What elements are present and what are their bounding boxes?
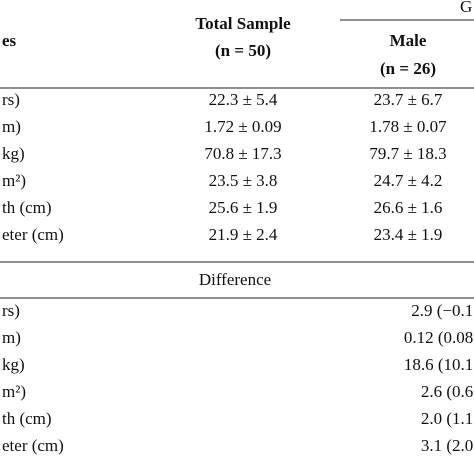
difference-cell: 2.0 (1.1; [421, 409, 474, 428]
difference-cell: 0.12 (0.08; [404, 328, 474, 347]
row-label: eter (cm) [2, 436, 64, 455]
male-cell: 24.7 ± 4.2 [374, 171, 443, 190]
difference-cell: 3.1 (2.0; [421, 436, 474, 455]
row-label: th (cm) [2, 198, 52, 217]
group-header: G [460, 0, 472, 16]
row-label: m) [2, 117, 21, 136]
difference-cell: 18.6 (10.1; [404, 355, 474, 374]
total-cell: 70.8 ± 17.3 [204, 144, 281, 163]
male-cell: 23.7 ± 6.7 [374, 90, 443, 109]
row-label: th (cm) [2, 409, 52, 428]
row-label: eter (cm) [2, 225, 64, 244]
row-label: kg) [2, 355, 25, 374]
total-cell: 23.5 ± 3.8 [209, 171, 278, 190]
male-cell: 79.7 ± 18.3 [369, 144, 446, 163]
row-label: kg) [2, 144, 25, 163]
total-cell: 22.3 ± 5.4 [209, 90, 278, 109]
difference-cell: 2.9 (−0.1; [411, 301, 474, 320]
total-n: (n = 50) [215, 41, 271, 60]
row-label: m) [2, 328, 21, 347]
difference-title: Difference [199, 270, 271, 289]
row-label: m²) [2, 171, 26, 190]
total-cell: 21.9 ± 2.4 [209, 225, 278, 244]
variable-header: es [2, 31, 17, 50]
difference-cell: 2.6 (0.6; [421, 382, 474, 401]
row-label: rs) [2, 301, 20, 320]
row-label: rs) [2, 90, 20, 109]
total-cell: 1.72 ± 0.09 [204, 117, 281, 136]
male-cell: 26.6 ± 1.6 [374, 198, 443, 217]
row-label: m²) [2, 382, 26, 401]
total-cell: 25.6 ± 1.9 [209, 198, 278, 217]
male-n: (n = 26) [380, 59, 436, 78]
male-header: Male [390, 31, 427, 50]
total-header: Total Sample [195, 14, 291, 33]
male-cell: 1.78 ± 0.07 [369, 117, 447, 136]
male-cell: 23.4 ± 1.9 [374, 225, 443, 244]
